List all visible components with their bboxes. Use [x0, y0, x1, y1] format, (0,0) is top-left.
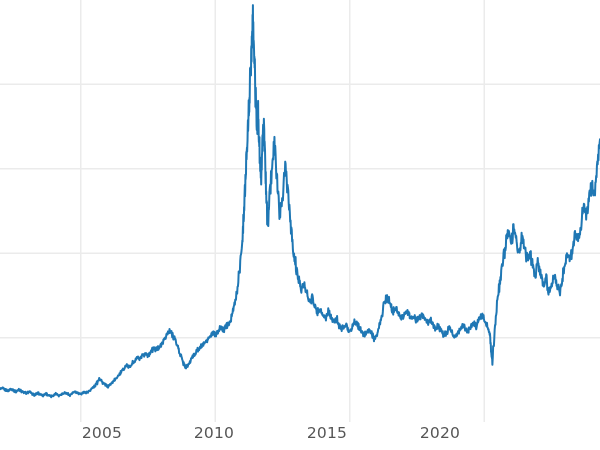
data-series-group: [0, 4, 600, 399]
horizontal-gridlines: [0, 83, 600, 339]
x-tick-label-2010: 2010: [193, 424, 235, 442]
series-line-price: [0, 4, 600, 399]
plot-area: [0, 0, 600, 422]
x-tick-label-2005: 2005: [81, 424, 123, 442]
x-tick-label-2015: 2015: [306, 424, 348, 442]
vertical-gridlines: [79, 0, 486, 422]
x-tick-label-2020: 2020: [419, 424, 461, 442]
plot-svg: [0, 0, 600, 422]
x-axis: 2005 2010 2015 2020: [0, 422, 600, 450]
